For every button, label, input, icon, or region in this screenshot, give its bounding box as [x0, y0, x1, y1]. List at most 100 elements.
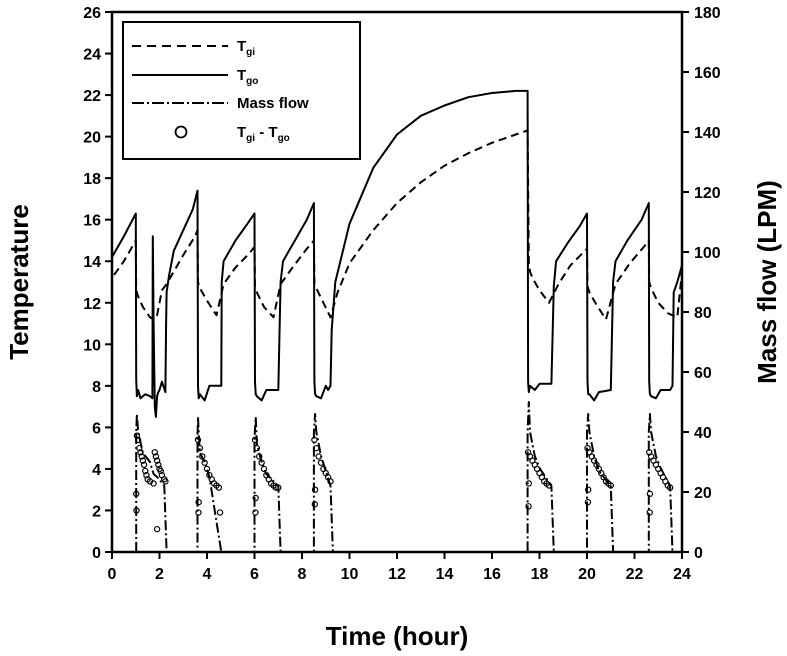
series-point-tgi_minus_tgo [196, 444, 204, 452]
series-point-tgi_minus_tgo [252, 494, 259, 502]
series-point-tgi_minus_tgo [152, 453, 160, 460]
series-point-tgi_minus_tgo [666, 484, 674, 491]
x-tick-label: 10 [341, 566, 359, 583]
series-point-tgi_minus_tgo [272, 484, 280, 491]
y2-tick-label: 60 [694, 365, 712, 382]
series-point-tgi_minus_tgo [584, 486, 592, 493]
legend-label-tgi-minus-tgo: Tgi - Tgo [237, 124, 290, 144]
series-point-tgi_minus_tgo [139, 457, 147, 464]
x-tick-label: 14 [436, 566, 454, 583]
series-point-tgi_minus_tgo [315, 453, 322, 460]
y2-tick-label: 160 [694, 65, 721, 82]
y-tick-label: 20 [83, 130, 101, 147]
y-tick-label: 0 [92, 545, 101, 562]
series-point-tgi_minus_tgo [134, 436, 142, 444]
series-point-tgi_minus_tgo [133, 432, 141, 439]
series-layer [112, 89, 682, 552]
y2-tick-label: 80 [694, 305, 712, 322]
legend-label-mass-flow: Mass flow [237, 95, 309, 112]
series-point-tgi_minus_tgo [136, 444, 143, 452]
x-tick-label: 8 [298, 566, 307, 583]
y2-tick-label: 40 [694, 425, 712, 442]
y-tick-label: 22 [83, 88, 101, 105]
series-point-tgi_minus_tgo [153, 525, 161, 533]
series-point-tgi_minus_tgo [256, 453, 263, 460]
y2-tick-label: 120 [694, 185, 721, 202]
series-point-tgi_minus_tgo [155, 461, 162, 468]
legend-marker-tgi-minus-tgo [174, 125, 188, 139]
series-point-tgi_minus_tgo [253, 444, 261, 452]
series-point-tgi_minus_tgo [275, 484, 282, 491]
y2-tick-label: 100 [694, 245, 721, 262]
series-point-tgi_minus_tgo [201, 459, 208, 466]
x-axis-label: Time (hour) [326, 621, 469, 651]
series-point-tgi_minus_tgo [251, 436, 259, 444]
series-point-tgi_minus_tgo [525, 480, 533, 487]
series-point-tgi_minus_tgo [260, 465, 268, 473]
series-point-tgi_minus_tgo [215, 484, 223, 491]
series-point-tgi_minus_tgo [317, 459, 325, 466]
series-point-tgi_minus_tgo [133, 490, 140, 498]
y-tick-label: 16 [83, 213, 101, 230]
series-point-tgi_minus_tgo [584, 498, 592, 506]
series-point-tgi_minus_tgo [195, 498, 202, 506]
y-tick-label: 12 [83, 296, 101, 313]
series-point-tgi_minus_tgo [138, 453, 145, 460]
legend-label-tgo: Tgo [237, 67, 258, 87]
y-tick-label: 8 [92, 379, 101, 396]
x-tick-label: 16 [483, 566, 501, 583]
x-tick-label: 4 [203, 566, 212, 583]
series-point-tgi_minus_tgo [258, 459, 265, 466]
y-tick-label: 2 [92, 503, 101, 520]
x-tick-label: 6 [250, 566, 259, 583]
series-line-mass_flow [135, 401, 674, 552]
y2-tick-label: 140 [694, 125, 721, 142]
series-point-tgi_minus_tgo [311, 486, 319, 493]
series-point-tgi_minus_tgo [545, 482, 553, 489]
series-point-tgi_minus_tgo [150, 480, 157, 487]
series-point-tgi_minus_tgo [140, 461, 148, 468]
series-point-tgi_minus_tgo [137, 449, 144, 456]
series-point-tgi_minus_tgo [195, 509, 202, 516]
series-point-tgi_minus_tgo [151, 449, 158, 456]
series-line-tgi [112, 129, 682, 321]
x-tick-label: 2 [155, 566, 164, 583]
series-point-tgi_minus_tgo [607, 482, 614, 489]
y2-tick-label: 0 [694, 545, 703, 562]
series-point-tgi_minus_tgo [327, 478, 334, 485]
x-tick-label: 0 [108, 566, 117, 583]
series-point-tgi_minus_tgo [252, 509, 259, 516]
series-point-tgi_minus_tgo [216, 509, 224, 516]
y-axis-label: Temperature [4, 204, 34, 360]
series-point-tgi_minus_tgo [525, 503, 532, 510]
y-tick-label: 14 [83, 254, 101, 271]
axis-layer: 0 2 4 6 8 10 12 14 16 18 20 22 240246810121416182022… [83, 5, 721, 583]
y-tick-label: 6 [92, 420, 101, 437]
y2-tick-label: 180 [694, 5, 721, 22]
series-point-tgi_minus_tgo [162, 478, 169, 485]
series-point-tgi_minus_tgo [646, 490, 654, 498]
y-tick-label: 4 [92, 462, 101, 479]
y-tick-label: 10 [83, 337, 101, 354]
series-point-tgi_minus_tgo [203, 465, 211, 473]
series-line-tgo [112, 89, 682, 418]
x-tick-label: 12 [388, 566, 406, 583]
legend-label-tgi: Tgi [237, 38, 255, 58]
x-tick-label: 18 [531, 566, 549, 583]
series-point-tgi_minus_tgo [311, 501, 319, 508]
series-point-tgi_minus_tgo [313, 444, 320, 452]
y-tick-label: 24 [83, 47, 101, 64]
series-point-tgi_minus_tgo [157, 467, 164, 475]
series-point-tgi_minus_tgo [646, 509, 653, 516]
y2-tick-label: 20 [694, 485, 712, 502]
series-point-tgi_minus_tgo [153, 457, 161, 464]
series-point-tgi_minus_tgo [194, 436, 202, 444]
series-point-tgi_minus_tgo [199, 453, 206, 460]
x-tick-label: 20 [578, 566, 596, 583]
series-point-tgi_minus_tgo [311, 436, 318, 444]
y-tick-label: 18 [83, 171, 101, 188]
y2-axis-label: Mass flow (LPM) [752, 180, 782, 384]
x-tick-label: 24 [673, 566, 691, 583]
x-tick-label: 22 [626, 566, 644, 583]
legend-box [122, 21, 361, 160]
